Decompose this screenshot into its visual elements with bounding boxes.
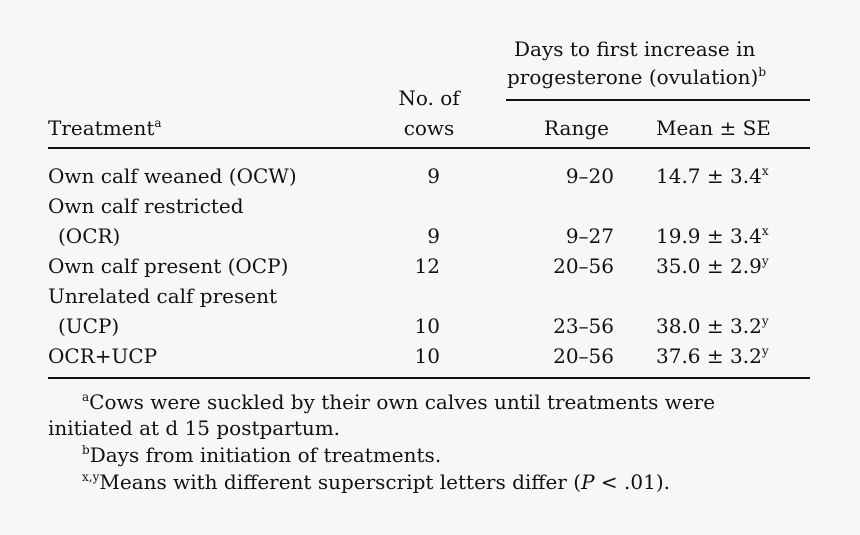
table-document: Days to first increase in progesterone (… <box>48 0 810 535</box>
footnote-a-line1: aCows were suckled by their own calves u… <box>82 390 716 414</box>
mean-superscript: x <box>761 164 769 178</box>
cows-header-line2: cows <box>403 116 455 140</box>
group-title-line1: Days to first increase in <box>514 37 756 61</box>
treatment-cell: OCR+UCP <box>48 344 158 368</box>
mean-superscript: x <box>761 224 769 238</box>
range-header: Range <box>544 116 609 140</box>
cows-cell: 9 <box>427 164 440 188</box>
cows-header-line1: No. of <box>398 86 460 110</box>
mean-superscript: y <box>761 254 769 268</box>
footnote-b-marker: b <box>82 443 90 457</box>
treatment-cell-line2: (OCR) <box>58 224 121 248</box>
treatment-cell-line1: Own calf restricted <box>48 194 244 218</box>
group-title-line2: progesterone (ovulation)b <box>507 65 767 89</box>
mean-superscript: y <box>761 344 769 358</box>
footnote-p-symbol: P <box>581 470 595 494</box>
mean-cell: 35.0 ± 2.9y <box>656 254 769 278</box>
footnote-a-marker: a <box>82 390 90 404</box>
treatment-header-superscript: a <box>154 116 162 130</box>
treatment-cell-line1: Unrelated calf present <box>48 284 277 308</box>
mean-cell: 19.9 ± 3.4x <box>656 224 769 248</box>
range-cell: 9–20 <box>565 164 614 188</box>
table-bottom-rule <box>48 377 810 379</box>
footnote-b: bDays from initiation of treatments. <box>82 443 442 467</box>
footnote-xy: x,yMeans with different superscript lett… <box>82 470 670 494</box>
mean-cell: 38.0 ± 3.2y <box>656 314 769 338</box>
mean-superscript: y <box>761 314 769 328</box>
treatment-cell: Own calf weaned (OCW) <box>48 164 297 188</box>
cows-cell: 9 <box>427 224 440 248</box>
range-cell: 23–56 <box>553 314 614 338</box>
header-bottom-rule <box>48 147 810 149</box>
group-header-rule <box>506 99 810 101</box>
range-cell: 20–56 <box>553 344 614 368</box>
treatment-cell: Own calf present (OCP) <box>48 254 289 278</box>
treatment-cell-line2: (UCP) <box>58 314 120 338</box>
group-title-superscript: b <box>758 65 767 79</box>
footnote-a-line2: initiated at d 15 postpartum. <box>48 416 341 440</box>
mean-header: Mean ± SE <box>656 116 771 140</box>
range-cell: 9–27 <box>565 224 614 248</box>
cows-cell: 10 <box>414 314 440 338</box>
cows-cell: 10 <box>414 344 440 368</box>
mean-cell: 14.7 ± 3.4x <box>656 164 769 188</box>
range-cell: 20–56 <box>553 254 614 278</box>
footnote-xy-marker: x,y <box>82 470 100 484</box>
cows-cell: 12 <box>414 254 440 278</box>
treatment-header: Treatmenta <box>48 116 162 140</box>
mean-cell: 37.6 ± 3.2y <box>656 344 769 368</box>
